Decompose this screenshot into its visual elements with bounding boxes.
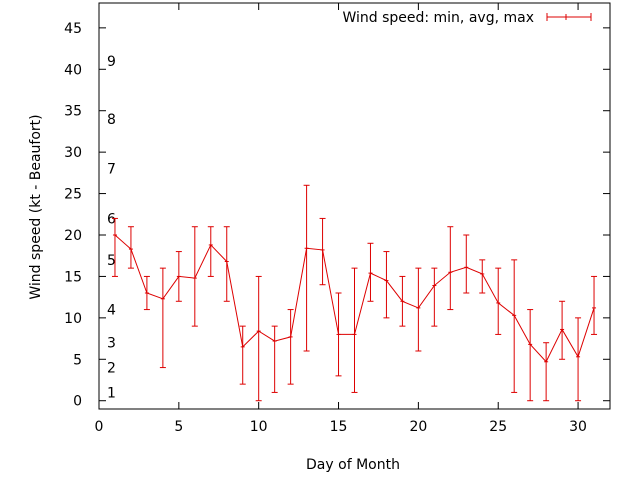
series-line <box>112 234 597 363</box>
beaufort-label: 3 <box>107 336 116 352</box>
x-tick-label: 10 <box>250 419 268 435</box>
beaufort-label: 5 <box>107 253 116 269</box>
y-tick-label: 0 <box>73 394 82 410</box>
beaufort-label: 1 <box>107 385 116 401</box>
legend: Wind speed: min, avg, max <box>342 10 592 26</box>
x-tick-label: 30 <box>569 419 587 435</box>
y-tick-label: 45 <box>64 21 82 37</box>
y-tick-label: 30 <box>64 145 82 161</box>
y-tick-label: 25 <box>64 187 82 203</box>
beaufort-label: 7 <box>107 162 116 178</box>
y-tick-label: 10 <box>64 311 82 327</box>
x-tick-label: 0 <box>95 419 104 435</box>
x-axis-label: Day of Month <box>306 457 400 473</box>
y-tick-label: 40 <box>64 62 82 78</box>
beaufort-label: 8 <box>107 112 116 128</box>
beaufort-label: 4 <box>107 303 116 319</box>
beaufort-label: 6 <box>107 211 116 227</box>
plot-frame <box>98 2 611 410</box>
y-tick-label: 35 <box>64 104 82 120</box>
y-tick-label: 5 <box>73 352 82 368</box>
error-bars <box>111 184 598 402</box>
legend-label: Wind speed: min, avg, max <box>342 10 534 26</box>
beaufort-label: 9 <box>107 54 116 70</box>
x-tick-label: 15 <box>330 419 348 435</box>
beaufort-labels: 1 2 3 4 5 6 7 8 9 <box>107 54 116 401</box>
x-tick-label: 5 <box>174 419 183 435</box>
x-tick-label: 25 <box>489 419 507 435</box>
y-axis-label: Wind speed (kt - Beaufort) <box>28 114 44 299</box>
x-axis-ticks: 0 5 10 15 20 25 30 <box>95 3 587 435</box>
y-tick-label: 15 <box>64 269 82 285</box>
y-tick-label: 20 <box>64 228 82 244</box>
x-tick-label: 20 <box>409 419 427 435</box>
beaufort-label: 2 <box>107 361 116 377</box>
